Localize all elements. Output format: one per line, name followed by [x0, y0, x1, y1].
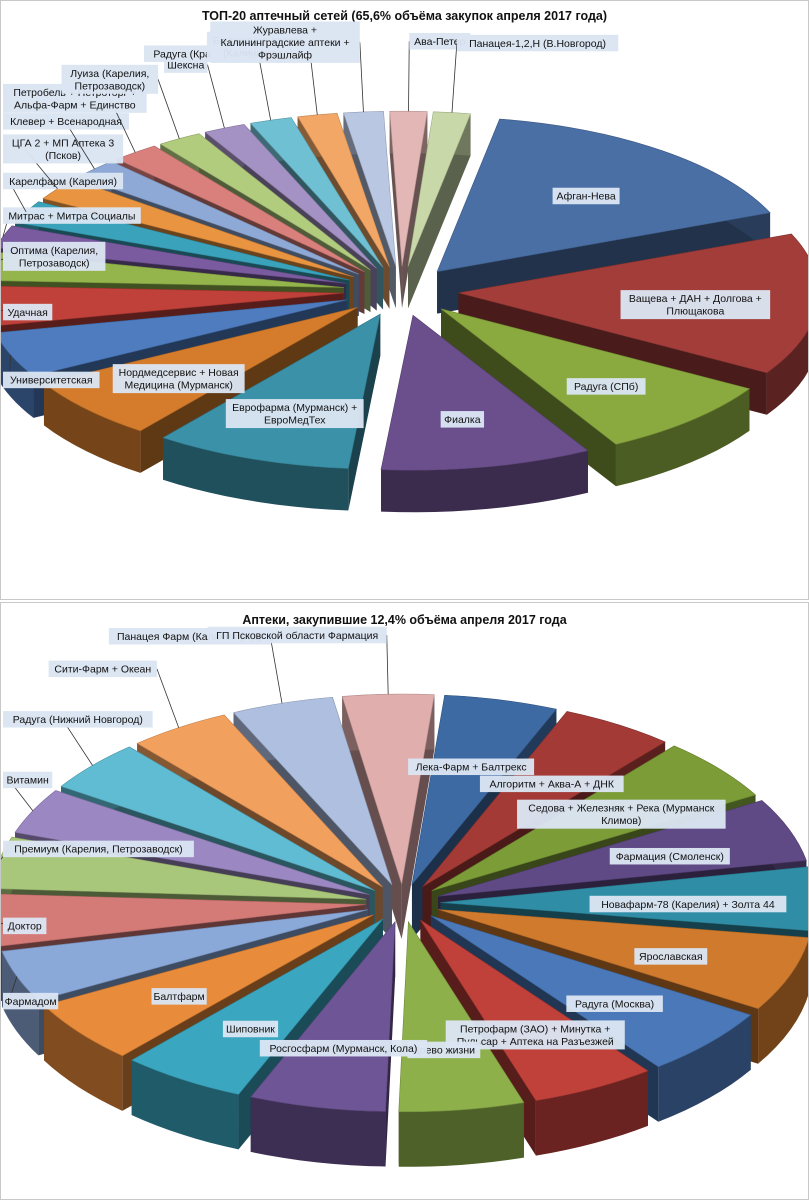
slice-label: Радуга (СПб): [567, 378, 646, 395]
slice-label-text: Панацея-1,2,Н (В.Новгород): [469, 38, 606, 50]
slice-label-text: (Псков): [45, 150, 81, 162]
slice-label-text: Карелфарм (Карелия): [9, 176, 117, 188]
pie-chart-top: Афган-Нева Ващева + ДАН + Долгова +Плющак…: [1, 1, 808, 599]
slice-label-text: ГП Псковской области Фармация: [216, 630, 378, 642]
slice-label: Луиза (Карелия,Петрозаводск): [62, 65, 159, 94]
slice-label-text: ЦГА 2 + МП Аптека 3: [12, 137, 114, 149]
slice-label: Афган-Нева: [553, 188, 620, 205]
slice-label: Витамин: [3, 772, 52, 789]
leader-line: [158, 79, 179, 138]
slice-label-text: Фиалка: [444, 414, 481, 426]
slice-label-text: Митрас + Митра Социалы: [8, 210, 135, 222]
slice-label: Митрас + Митра Социалы: [3, 207, 141, 224]
slice-label-text: Оптима (Карелия,: [10, 245, 98, 257]
slice-label: ГП Псковской области Фармация: [208, 627, 387, 644]
slice-label: Удачная: [3, 304, 52, 321]
slice-label-text: Луиза (Карелия,: [70, 68, 149, 80]
slice-label: Клевер + Всенародная: [3, 113, 129, 130]
slice-label: Премиум (Карелия, Петрозаводск): [3, 841, 194, 858]
slice-label: Балтфарм: [152, 988, 207, 1005]
slice-label-text: Плющакова: [666, 306, 724, 318]
slice-label: Фармадом: [3, 993, 58, 1010]
slice-label: Доктор: [3, 918, 46, 935]
slice-label: Сити-Фарм + Океан: [49, 661, 157, 678]
pie-chart-bottom: Лека-Фарм + Балтрекс Алгоритм + Аква-А + …: [1, 603, 808, 1199]
slice-label-text: Удачная: [7, 307, 47, 319]
slice-label-text: Петрозаводск): [19, 257, 90, 269]
slice-label-text: Алгоритм + Аква-А + ДНК: [490, 779, 615, 791]
slice-label-text: Университетская: [10, 375, 93, 387]
slice-label-text: Фармадом: [5, 996, 57, 1008]
leader-line: [387, 635, 388, 694]
slice-label-text: Ярославская: [639, 951, 703, 963]
slice-label: Ващева + ДАН + Долгова +Плющакова: [621, 290, 771, 319]
slice-label: Росгосфарм (Мурманск, Кола): [260, 1040, 427, 1057]
slice-label-text: Ващева + ДАН + Долгова +: [629, 293, 762, 305]
slice-label-text: Журавлева +: [253, 24, 317, 36]
leader-line: [409, 41, 410, 111]
leader-line: [258, 54, 270, 121]
slice-label-text: Еврофарма (Мурманск) +: [232, 402, 357, 414]
slice-label-text: Альфа-Фарм + Единство: [14, 99, 136, 111]
slice-label-text: Витамин: [7, 775, 49, 787]
slice-label-text: Нордмедсервис + Новая: [119, 367, 239, 379]
slice-label: Радуга (Нижний Новгород): [3, 711, 153, 728]
slice-label: Панацея-1,2,Н (В.Новгород): [457, 35, 618, 52]
slice-label-text: Сити-Фарм + Океан: [54, 664, 151, 676]
leader-line: [207, 65, 224, 128]
slice-label: Шиповник: [223, 1021, 278, 1038]
slice-label: Карелфарм (Карелия): [3, 173, 123, 190]
slice-label-text: Афган-Нева: [556, 191, 615, 203]
slice-label-text: Новафарм-78 (Карелия) + Золта 44: [601, 899, 775, 911]
slice-label: Журавлева +Калининградские аптеки +Фрэшл…: [210, 21, 360, 63]
chart-panel-bottom: Аптеки, закупившие 12,4% объёма апреля 2…: [0, 602, 809, 1200]
slice-label-text: Климов): [601, 815, 641, 827]
slice-label: Алгоритм + Аква-А + ДНК: [480, 776, 624, 793]
slice-label-text: Петрозаводск): [75, 80, 146, 92]
slice-label: Еврофарма (Мурманск) +ЕвроМедТех: [226, 399, 364, 428]
slice-label-text: Фармация (Смоленск): [616, 851, 724, 863]
slice-label-text: Медицина (Мурманск): [124, 380, 232, 392]
slice-label-text: Седова + Железняк + Река (Мурманск: [528, 803, 714, 815]
leader-line: [360, 42, 364, 112]
slice-label: ЦГА 2 + МП Аптека 3(Псков): [3, 134, 123, 163]
slice-label: Лека-Фарм + Балтрекс: [408, 759, 534, 776]
slice-label-text: Доктор: [8, 921, 42, 933]
slice-label: Седова + Железняк + Река (МурманскКлимов…: [517, 800, 726, 829]
slice-label: Новафарм-78 (Карелия) + Золта 44: [590, 896, 787, 913]
slice-label-text: Радуга (СПб): [574, 381, 638, 393]
slice-label-text: Премиум (Карелия, Петрозаводск): [14, 844, 182, 856]
slice-label-text: Росгосфарм (Мурманск, Кола): [270, 1043, 418, 1055]
slice-label-text: Балтфарм: [154, 991, 205, 1003]
slice-label-text: Калининградские аптеки +: [221, 37, 350, 49]
leader-line: [270, 636, 282, 703]
slice-label-text: Петрофарм (ЗАО) + Минутка +: [460, 1023, 610, 1035]
slice-label: Фиалка: [441, 411, 484, 428]
chart-panel-top: ТОП-20 аптечный сетей (65,6% объёма заку…: [0, 0, 809, 600]
slice-label: Университетская: [3, 372, 100, 389]
slice-label: Ярославская: [634, 948, 707, 965]
slice-label-text: Лека-Фарм + Балтрекс: [416, 762, 527, 774]
slice-label-text: Клевер + Всенародная: [10, 116, 122, 128]
slice-label-text: Фрэшлайф: [258, 49, 312, 61]
slice-label: Радуга (Москва): [566, 995, 663, 1012]
slice-label-text: Радуга (Нижний Новгород): [13, 714, 143, 726]
slice-label: Оптима (Карелия,Петрозаводск): [3, 242, 105, 271]
leader-line: [452, 43, 457, 112]
slice-label-text: Пульсар + Аптека на Разъезжей: [457, 1036, 614, 1048]
slice-label-text: Радуга (Москва): [575, 998, 654, 1010]
leader-line: [157, 669, 179, 728]
slice-label: Фармация (Смоленск): [610, 848, 730, 865]
slice-label-text: ЕвроМедТех: [264, 415, 326, 427]
slice-label-text: Шиповник: [226, 1024, 275, 1036]
